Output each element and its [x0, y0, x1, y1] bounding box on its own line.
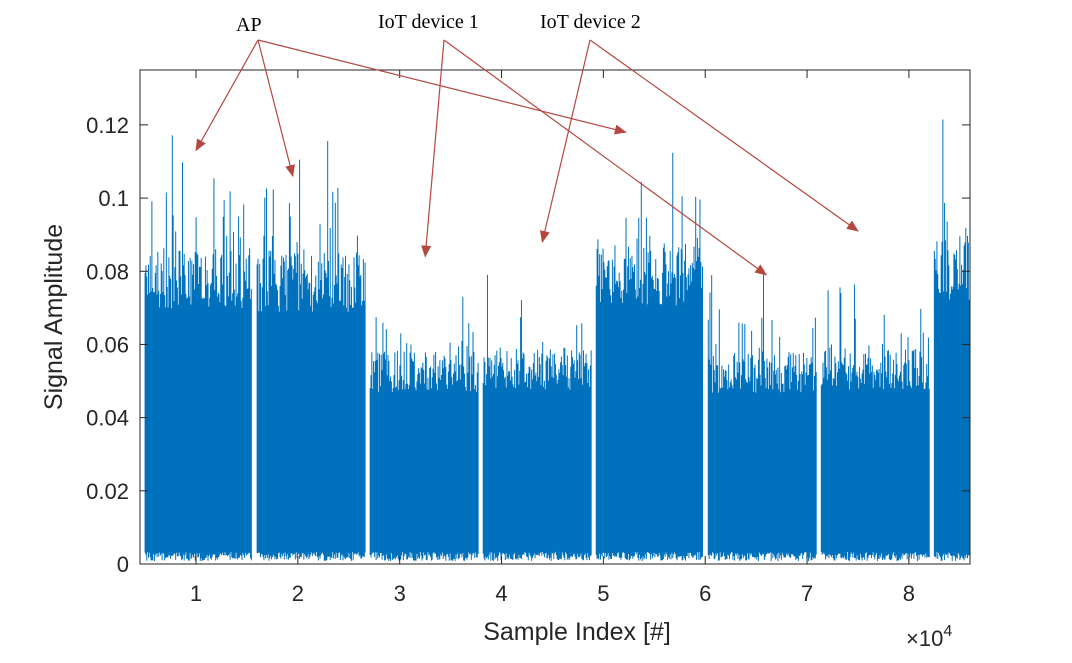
- signal-segment-1: [144, 135, 252, 562]
- x-tick-label: 3: [394, 581, 406, 606]
- x-exponent-power: 4: [943, 623, 952, 640]
- signal-segment-5: [595, 152, 703, 561]
- signal-segment-7: [820, 284, 930, 562]
- x-tick-label: 4: [495, 581, 507, 606]
- x-tick-label: 6: [699, 581, 711, 606]
- signal-trace: [144, 119, 970, 562]
- annotation-arrow: [539, 39, 591, 243]
- annotation-arrow: [257, 39, 627, 135]
- x-tick-label: 7: [801, 581, 813, 606]
- x-exponent-label: ×104: [906, 623, 952, 651]
- x-axis-label: Sample Index [#]: [483, 618, 671, 646]
- x-tick-label: 2: [292, 581, 304, 606]
- y-axis: 0 0.02 0.04 0.06 0.08 0.1 0.12: [86, 113, 970, 577]
- signal-segment-8: [933, 119, 970, 561]
- y-tick-label: 0.12: [86, 113, 129, 138]
- annotation-arrow: [195, 39, 259, 152]
- annotation-label-ap: AP: [236, 14, 262, 36]
- x-tick-label: 1: [190, 581, 202, 606]
- signal-segment-6: [707, 269, 817, 562]
- plot-frame: [139, 69, 971, 565]
- y-tick-label: 0.1: [98, 186, 129, 211]
- y-tick-label: 0.02: [86, 479, 129, 504]
- y-tick-label: 0.08: [86, 259, 129, 284]
- y-tick-label: 0.06: [86, 332, 129, 357]
- signal-segment-2: [256, 141, 366, 561]
- x-exponent-base: ×10: [906, 626, 943, 651]
- annotation-arrow: [421, 39, 445, 258]
- y-tick-label: 0.04: [86, 406, 129, 431]
- signal-segment-4: [482, 274, 592, 561]
- annotation-arrow: [443, 39, 768, 276]
- y-tick-label: 0: [117, 552, 129, 577]
- annotation-label-iot-device-2: IoT device 2: [540, 11, 641, 33]
- annotations: [195, 39, 859, 276]
- x-tick-label: 8: [903, 581, 915, 606]
- x-tick-label: 5: [597, 581, 609, 606]
- signal-segment-3: [369, 296, 479, 561]
- annotation-label-iot-device-1: IoT device 1: [378, 11, 479, 33]
- annotation-arrow: [257, 39, 295, 178]
- y-axis-label: Signal Amplitude: [40, 224, 68, 410]
- x-axis: 1 2 3 4 5 6 7 8: [190, 70, 915, 606]
- annotation-arrow: [589, 39, 859, 232]
